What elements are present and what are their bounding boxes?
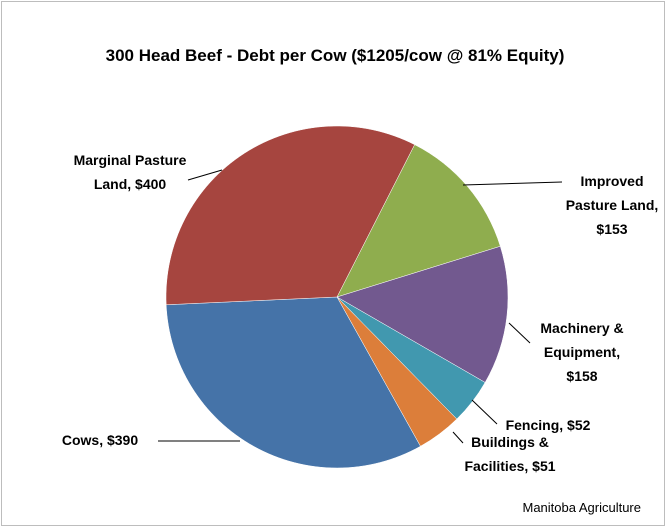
leader-line: [452, 431, 464, 444]
source-note: Manitoba Agriculture: [522, 500, 641, 515]
leader-line: [187, 169, 223, 181]
pie-slice: [165, 296, 421, 469]
data-label: Cows, $390: [61, 432, 139, 448]
pie-slice: [336, 245, 509, 383]
data-label: Marginal Pasture Land, $400: [73, 152, 187, 192]
leader-line: [508, 322, 531, 344]
data-label: Fencing, $52: [505, 417, 591, 433]
chart-title: 300 Head Beef - Debt per Cow ($1205/cow …: [105, 46, 565, 65]
pie-slice: [165, 125, 415, 306]
leader-line: [462, 181, 563, 186]
leader-line: [471, 399, 498, 425]
data-label: Buildings & Facilities, $51: [464, 434, 556, 474]
data-label: Improved Pasture Land, $153: [565, 173, 659, 237]
data-label: Machinery & Equipment, $158: [540, 320, 624, 384]
